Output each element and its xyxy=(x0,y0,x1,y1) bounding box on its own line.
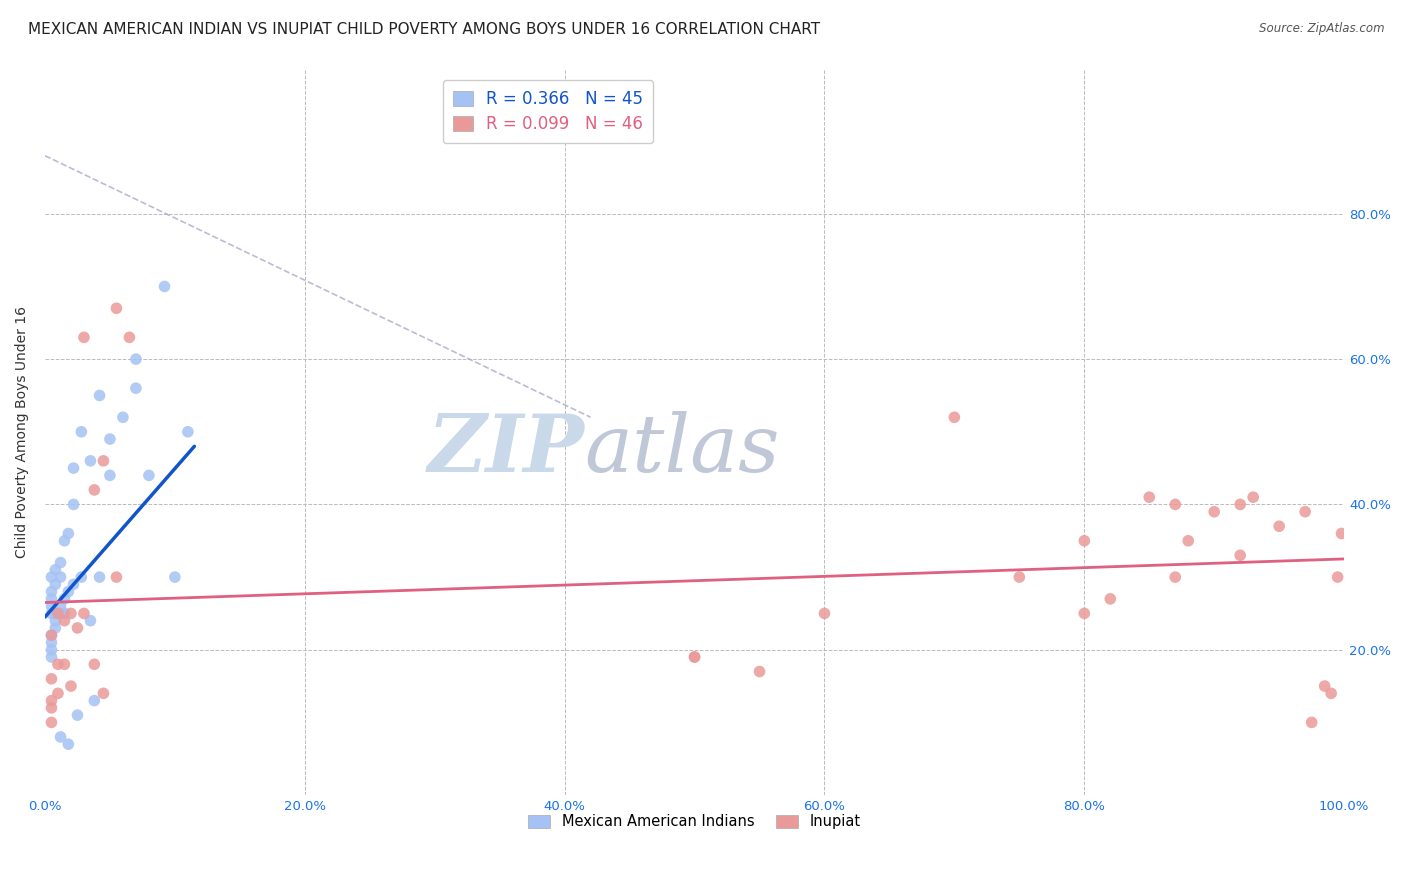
Point xyxy=(93,454,115,468)
Point xyxy=(70,570,93,584)
Point xyxy=(1241,490,1264,504)
Point xyxy=(58,737,80,751)
Point xyxy=(1204,505,1226,519)
Point xyxy=(70,425,93,439)
Point xyxy=(46,607,69,621)
Point xyxy=(59,679,82,693)
Point xyxy=(62,461,84,475)
Point xyxy=(111,410,134,425)
Point xyxy=(41,591,63,606)
Point xyxy=(41,701,63,715)
Point xyxy=(118,330,141,344)
Text: atlas: atlas xyxy=(583,411,779,489)
Point xyxy=(748,665,770,679)
Point xyxy=(83,657,105,672)
Point xyxy=(1326,570,1348,584)
Point xyxy=(105,301,128,316)
Point xyxy=(41,607,63,621)
Point xyxy=(41,642,63,657)
Point xyxy=(1073,533,1095,548)
Point xyxy=(1229,549,1251,563)
Point xyxy=(79,614,101,628)
Point xyxy=(93,686,115,700)
Point xyxy=(683,650,706,665)
Point xyxy=(105,570,128,584)
Point xyxy=(163,570,186,584)
Point xyxy=(943,410,966,425)
Point xyxy=(41,715,63,730)
Point xyxy=(41,628,63,642)
Point xyxy=(41,635,63,649)
Point xyxy=(79,454,101,468)
Point xyxy=(1177,533,1199,548)
Point xyxy=(53,591,76,606)
Point xyxy=(49,607,72,621)
Point xyxy=(1137,490,1160,504)
Point xyxy=(125,352,148,367)
Point xyxy=(53,657,76,672)
Point xyxy=(683,650,706,665)
Text: Source: ZipAtlas.com: Source: ZipAtlas.com xyxy=(1260,22,1385,36)
Point xyxy=(59,607,82,621)
Point xyxy=(41,570,63,584)
Point xyxy=(41,584,63,599)
Point xyxy=(41,650,63,665)
Point xyxy=(66,621,89,635)
Point xyxy=(53,533,76,548)
Point xyxy=(1073,607,1095,621)
Point xyxy=(44,614,66,628)
Point xyxy=(41,628,63,642)
Point xyxy=(44,563,66,577)
Point xyxy=(58,526,80,541)
Point xyxy=(41,599,63,614)
Point xyxy=(1268,519,1291,533)
Point xyxy=(1320,686,1343,700)
Point xyxy=(177,425,200,439)
Point xyxy=(1008,570,1031,584)
Point xyxy=(1330,526,1353,541)
Point xyxy=(66,708,89,723)
Point xyxy=(44,607,66,621)
Point xyxy=(46,657,69,672)
Point xyxy=(41,672,63,686)
Point xyxy=(44,577,66,591)
Point xyxy=(1294,505,1316,519)
Point xyxy=(53,614,76,628)
Point xyxy=(53,607,76,621)
Point xyxy=(1229,498,1251,512)
Point xyxy=(125,381,148,395)
Point xyxy=(49,730,72,744)
Point xyxy=(62,577,84,591)
Legend: Mexican American Indians, Inupiat: Mexican American Indians, Inupiat xyxy=(523,808,866,835)
Point xyxy=(46,686,69,700)
Point xyxy=(813,607,835,621)
Point xyxy=(41,693,63,707)
Point xyxy=(62,498,84,512)
Point xyxy=(44,621,66,635)
Point xyxy=(83,483,105,497)
Point xyxy=(153,279,176,293)
Point xyxy=(138,468,160,483)
Point xyxy=(73,330,96,344)
Point xyxy=(98,432,121,446)
Point xyxy=(1301,715,1323,730)
Y-axis label: Child Poverty Among Boys Under 16: Child Poverty Among Boys Under 16 xyxy=(15,306,30,558)
Point xyxy=(49,570,72,584)
Point xyxy=(49,599,72,614)
Point xyxy=(1313,679,1336,693)
Point xyxy=(98,468,121,483)
Point xyxy=(1099,591,1122,606)
Text: ZIP: ZIP xyxy=(427,411,583,489)
Point xyxy=(1164,498,1187,512)
Point xyxy=(83,693,105,707)
Point xyxy=(49,556,72,570)
Point xyxy=(89,570,111,584)
Point xyxy=(58,584,80,599)
Point xyxy=(1164,570,1187,584)
Point xyxy=(73,607,96,621)
Text: MEXICAN AMERICAN INDIAN VS INUPIAT CHILD POVERTY AMONG BOYS UNDER 16 CORRELATION: MEXICAN AMERICAN INDIAN VS INUPIAT CHILD… xyxy=(28,22,820,37)
Point xyxy=(89,388,111,402)
